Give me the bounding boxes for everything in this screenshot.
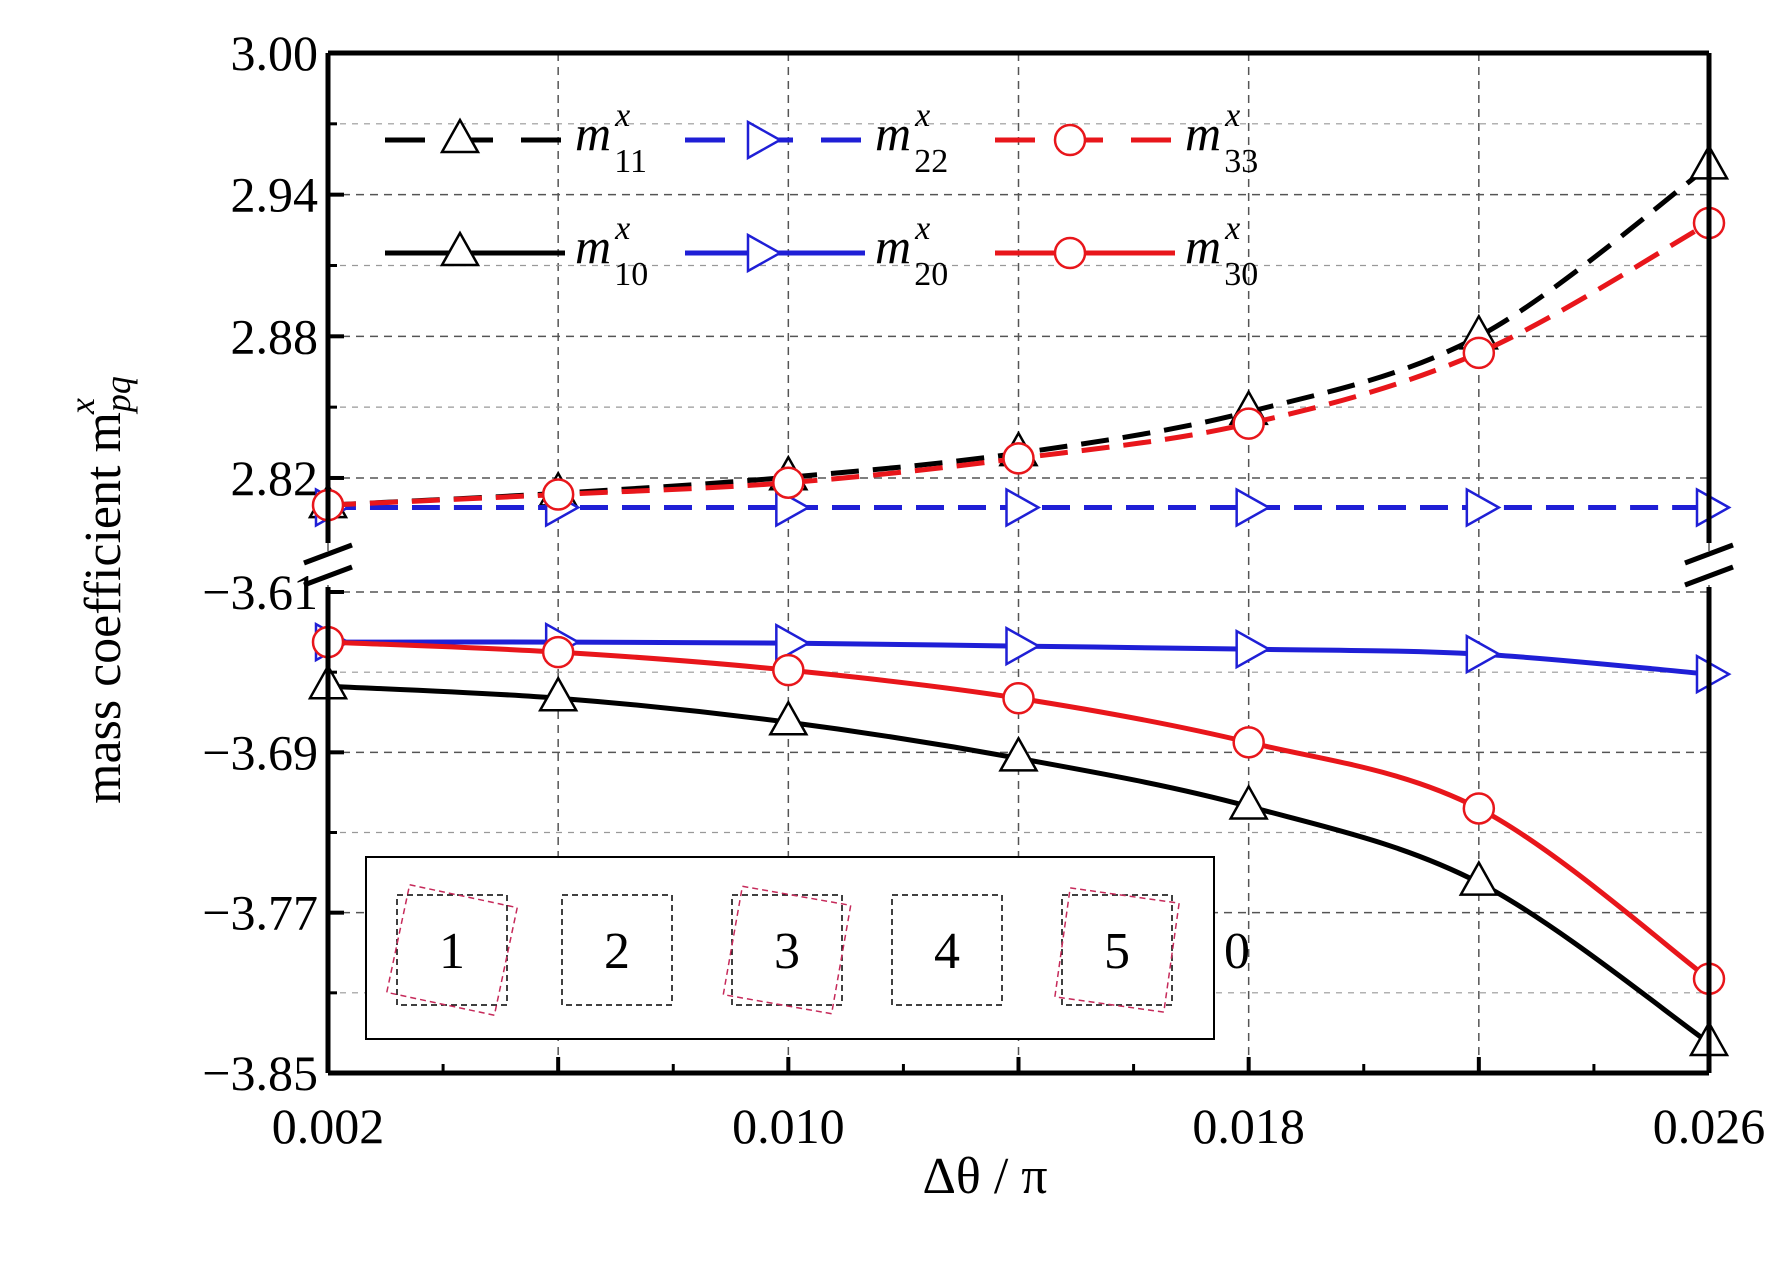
data-point-marker [1232, 407, 1265, 440]
inset-label-3: 3 [774, 923, 800, 980]
data-point-marker [439, 230, 481, 267]
inset-cell-frame [731, 894, 843, 1006]
x-tick-label: 0.010 [732, 1098, 845, 1154]
legend-name: m [1185, 218, 1221, 274]
inset-rotated-frame [385, 883, 519, 1017]
data-point-marker [1002, 442, 1035, 475]
axis-break-mark [303, 542, 353, 566]
inset-cell-frame [561, 894, 673, 1006]
data-point-marker [746, 232, 783, 274]
data-point-marker [1458, 860, 1499, 896]
data-point-marker [1053, 123, 1087, 157]
legend-label-30: m x 30 [1185, 210, 1258, 293]
axis-break-mark [1684, 564, 1734, 588]
axis-break-mark [1684, 542, 1734, 566]
inset-label-4: 4 [934, 923, 960, 980]
legend-sup: x [914, 97, 930, 134]
lower-y-tick-label: −3.77 [202, 885, 318, 941]
x-tick-label: 0.018 [1192, 1098, 1305, 1154]
lower-y-tick-label: −3.61 [202, 564, 318, 620]
upper-y-tick-label: 2.88 [231, 308, 319, 364]
data-point-marker [1462, 336, 1496, 370]
data-point-marker [1235, 487, 1272, 528]
legend-sub: 33 [1224, 143, 1258, 180]
data-point-marker [439, 117, 481, 154]
data-point-marker [775, 487, 811, 528]
data-point-marker [768, 699, 809, 736]
series [307, 143, 1732, 1057]
legend-sup: x [1224, 210, 1240, 247]
data-point-marker [1695, 487, 1732, 528]
axis-break-mark [303, 564, 353, 588]
legend-label-11: m x 11 [575, 97, 647, 180]
data-point-marker [1005, 487, 1042, 528]
data-point-marker [1695, 654, 1732, 695]
legend-name: m [1185, 105, 1221, 161]
y-axis-label-sup: x [62, 398, 102, 415]
data-point-marker [1465, 633, 1502, 675]
legend-sub: 20 [914, 256, 948, 293]
x-tick-label: 0.002 [272, 1098, 385, 1154]
data-point-marker [772, 653, 805, 687]
data-point-marker [1462, 792, 1496, 825]
legend-name: m [875, 105, 911, 161]
inset-trailing-label: 0 [1224, 923, 1250, 980]
x-axis-label: Δθ / π [922, 1148, 1047, 1205]
inset-cell-frame [1061, 894, 1173, 1006]
inset-cell-frame [396, 894, 508, 1006]
data-point-marker [1235, 628, 1272, 670]
legend-label-22: m x 22 [875, 97, 948, 180]
axis-titles: Δθ / π mass coefficient mpqx [62, 376, 1048, 1205]
data-point-marker [1465, 487, 1502, 528]
inset-label-5: 5 [1104, 923, 1130, 980]
data-point-marker [538, 675, 579, 712]
inset-box: 1 2 3 4 5 0 [365, 856, 1250, 1040]
data-point-marker [772, 466, 805, 499]
legend-sub: 30 [1224, 256, 1258, 293]
data-point-marker [1232, 726, 1265, 759]
inset-label-1: 1 [439, 923, 465, 980]
legend-sub: 11 [614, 143, 647, 180]
data-point-marker [1053, 236, 1087, 270]
legend-sub: 22 [914, 143, 948, 180]
inset-cell-frame [891, 894, 1003, 1006]
legend-sup: x [1224, 97, 1240, 134]
data-point-marker [541, 635, 575, 669]
legend-label-20: m x 20 [875, 210, 948, 293]
upper-y-tick-label: 3.00 [231, 25, 319, 81]
inset-label-2: 2 [604, 923, 630, 980]
legend-sub: 10 [614, 256, 648, 293]
legend-sup: x [614, 210, 630, 247]
legend-label-33: m x 33 [1185, 97, 1258, 180]
data-point-marker [998, 735, 1039, 772]
legend-label-10: m x 10 [575, 210, 648, 293]
lower-y-tick-label: −3.69 [202, 724, 318, 780]
legend-sup: x [614, 97, 630, 134]
y-axis-label: mass coefficient mpqx [62, 376, 138, 804]
data-point-marker [541, 478, 575, 511]
y-axis-label-sub: pq [98, 376, 138, 415]
legend-name: m [575, 218, 611, 274]
data-point-marker [1002, 681, 1035, 715]
inset-rotated-frame [1054, 887, 1180, 1013]
data-point-marker [1228, 783, 1269, 820]
inset-rotated-frame [722, 885, 852, 1015]
axes: 2.82 2.88 2.94 3.00 −3.61 −3.69 −3.77 −3.850.00… [202, 25, 1765, 1154]
upper-y-tick-label: 2.94 [231, 167, 319, 223]
data-point-marker [746, 119, 783, 161]
legend-name: m [575, 105, 611, 161]
legend-sup: x [914, 210, 930, 247]
legend-name: m [875, 218, 911, 274]
data-point-marker [1005, 625, 1042, 667]
data-point-marker [775, 622, 811, 664]
x-tick-label: 0.026 [1653, 1098, 1766, 1154]
lower-y-tick-label: −3.85 [202, 1045, 318, 1101]
legend: m x 11m x 22m x 33m x 10m x 20m x 30 [385, 97, 1258, 293]
upper-y-tick-label: 2.82 [231, 450, 319, 506]
